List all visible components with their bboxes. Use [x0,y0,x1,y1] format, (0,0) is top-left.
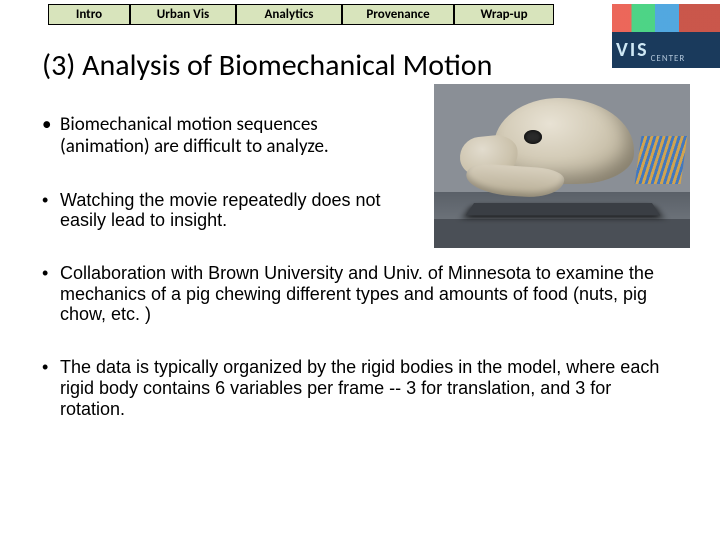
logo-stripe [612,4,720,32]
logo-text-box: VIS CENTER [612,32,720,68]
skull-model [460,92,640,212]
bullet-item: Collaboration with Brown University and … [42,263,678,325]
logo-text-main: VIS [616,38,649,62]
tab-urban-vis[interactable]: Urban Vis [130,4,236,25]
figure-accent-bars [635,136,688,184]
tab-intro[interactable]: Intro [48,4,130,25]
skull-eye-socket [524,130,542,144]
content-area: Biomechanical motion sequences (animatio… [0,84,720,419]
bullet-item: Biomechanical motion sequences (animatio… [42,114,352,158]
tab-provenance[interactable]: Provenance [342,4,454,25]
logo-text-sub: CENTER [651,53,686,68]
bullet-item: The data is typically organized by the r… [42,357,678,419]
bullet-item: Watching the movie repeatedly does not e… [42,190,402,231]
tab-analytics[interactable]: Analytics [236,4,342,25]
vis-center-logo: VIS CENTER [612,4,720,68]
tab-wrap-up[interactable]: Wrap-up [454,4,554,25]
skull-figure [434,84,690,248]
